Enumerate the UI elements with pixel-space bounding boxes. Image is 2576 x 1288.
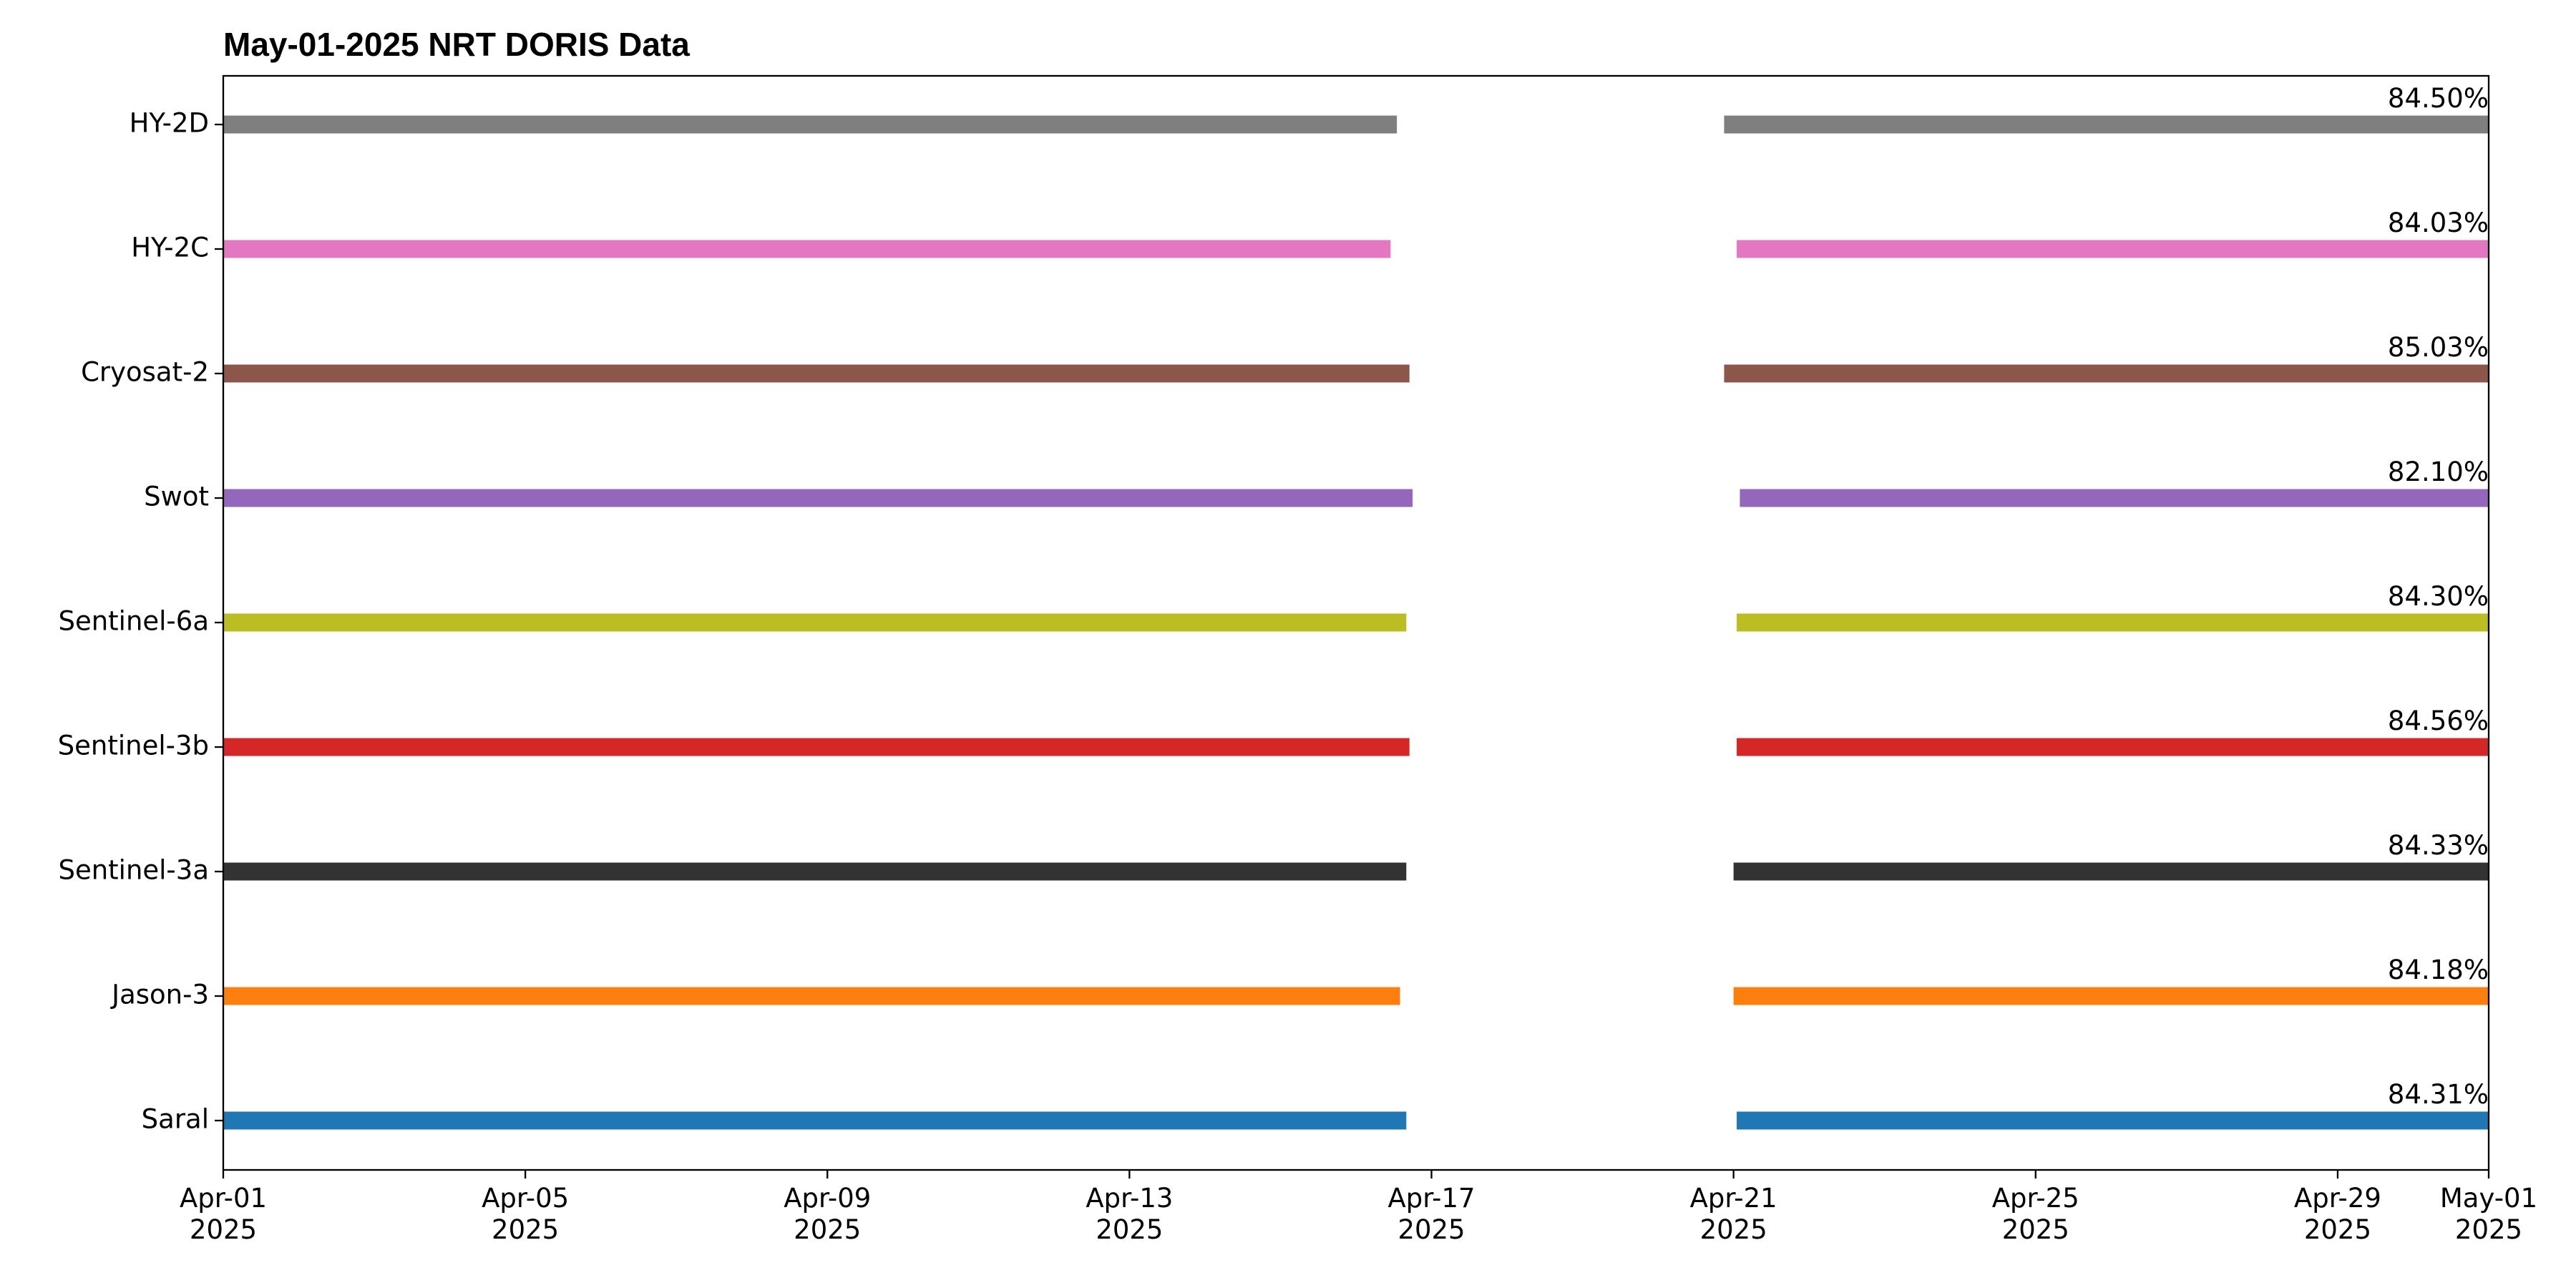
coverage-bar xyxy=(1737,240,2489,258)
axes-frame xyxy=(222,74,2490,1171)
y-tick-label: Saral xyxy=(142,1104,209,1135)
x-tick-label: Apr-29 2025 xyxy=(2294,1183,2381,1245)
coverage-bar xyxy=(1740,489,2489,507)
plot-area: Apr-01 2025 Apr-05 2025 Apr-09 2025 Apr-13 2025… xyxy=(58,83,2538,1245)
coverage-bar xyxy=(223,240,1391,258)
coverage-label: 85.03% xyxy=(2388,332,2489,363)
coverage-bar xyxy=(1724,364,2489,383)
y-tick-label: Sentinel-6a xyxy=(58,606,209,637)
x-tick-label: Apr-01 2025 xyxy=(180,1183,267,1245)
coverage-bar xyxy=(223,613,1407,632)
coverage-label: 84.03% xyxy=(2388,208,2489,238)
coverage-bar xyxy=(223,987,1400,1005)
x-tick-label: May-01 2025 xyxy=(2440,1183,2537,1245)
coverage-bar xyxy=(1724,115,2489,134)
coverage-label: 82.10% xyxy=(2388,457,2489,487)
coverage-label: 84.50% xyxy=(2388,83,2489,114)
y-tick-label: HY-2C xyxy=(131,233,209,263)
x-tick-label: Apr-17 2025 xyxy=(1387,1183,1475,1245)
coverage-bar xyxy=(1737,1111,2489,1130)
coverage-bar xyxy=(1737,738,2489,756)
y-tick-label: Sentinel-3b xyxy=(58,731,209,761)
coverage-bar xyxy=(223,1111,1407,1130)
coverage-bar xyxy=(223,862,1407,881)
coverage-label: 84.56% xyxy=(2388,706,2489,736)
x-tick-label: Apr-13 2025 xyxy=(1085,1183,1173,1245)
x-tick-label: Apr-05 2025 xyxy=(482,1183,569,1245)
coverage-label: 84.18% xyxy=(2388,955,2489,985)
coverage-bar xyxy=(223,115,1397,134)
y-tick-label: Sentinel-3a xyxy=(58,855,209,886)
coverage-bar xyxy=(1733,987,2489,1005)
x-tick-label: Apr-25 2025 xyxy=(1992,1183,2079,1245)
coverage-bar xyxy=(223,489,1413,507)
coverage-label: 84.33% xyxy=(2388,830,2489,861)
y-tick-label: Swot xyxy=(144,482,209,512)
x-tick-label: Apr-21 2025 xyxy=(1690,1183,1777,1245)
y-tick-label: HY-2D xyxy=(130,108,209,139)
coverage-bar xyxy=(223,738,1410,756)
coverage-bar xyxy=(223,364,1410,383)
coverage-label: 84.31% xyxy=(2388,1079,2489,1110)
coverage-bar xyxy=(1733,862,2489,881)
y-tick-label: Jason-3 xyxy=(110,980,209,1010)
coverage-label: 84.30% xyxy=(2388,581,2489,612)
chart-title: May-01-2025 NRT DORIS Data xyxy=(223,26,690,63)
y-tick-label: Cryosat-2 xyxy=(81,357,209,388)
coverage-bar xyxy=(1737,613,2489,632)
x-tick-label: Apr-09 2025 xyxy=(784,1183,871,1245)
